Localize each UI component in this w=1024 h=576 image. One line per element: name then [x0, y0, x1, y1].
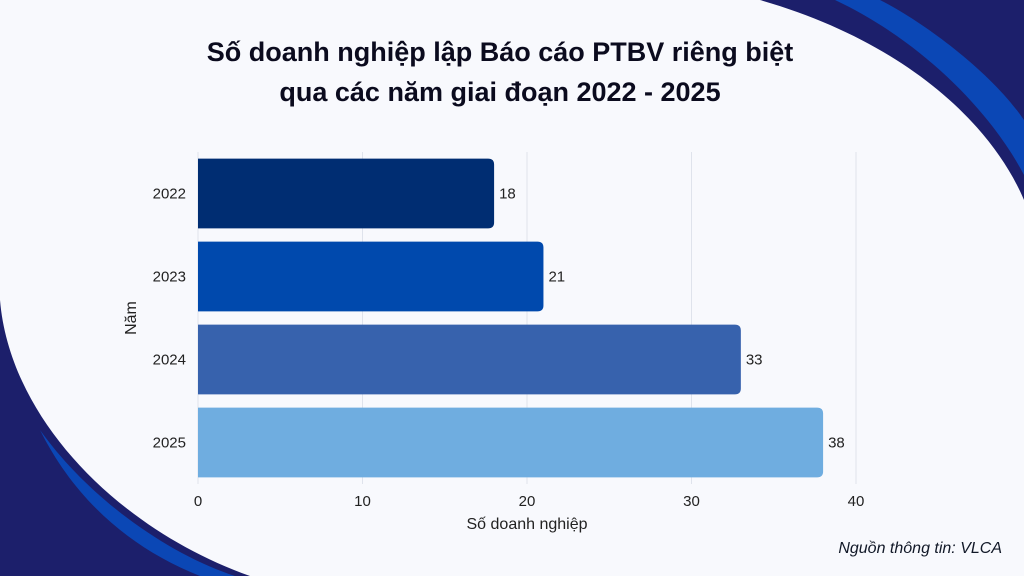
x-tick-label: 40: [848, 493, 865, 510]
bars: [198, 158, 824, 478]
labels: 0 10 20 30 40 2022 18 2023 21 2024 33 2025 38 Số doan…: [123, 186, 864, 534]
data-label: 38: [828, 435, 845, 452]
top-right-blue-swoosh: [835, 0, 1024, 175]
data-label: 18: [499, 186, 516, 203]
x-tick-label: 10: [354, 493, 371, 510]
chart-title-line2: qua các năm giai đoạn 2022 - 2025: [279, 77, 721, 107]
x-axis-title: Số doanh nghiệp: [467, 516, 588, 533]
y-tick-label: 2023: [153, 269, 186, 286]
y-tick-label: 2024: [153, 352, 186, 369]
y-tick-label: 2022: [153, 186, 186, 203]
chart-title: Số doanh nghiệp lập Báo cáo PTBV riêng b…: [0, 32, 1000, 112]
y-axis-title: Năm: [123, 301, 140, 335]
x-tick-label: 20: [519, 493, 536, 510]
bar-2022: [198, 158, 495, 229]
y-tick-label: 2025: [153, 435, 186, 452]
chart-title-line1: Số doanh nghiệp lập Báo cáo PTBV riêng b…: [206, 37, 794, 67]
bar-2023: [198, 241, 544, 312]
x-tick-label: 0: [194, 493, 202, 510]
x-tick-label: 30: [683, 493, 700, 510]
data-label: 33: [746, 352, 763, 369]
bar-2025: [198, 407, 824, 478]
source-note: Nguồn thông tin: VLCA: [838, 540, 1002, 557]
data-label: 21: [548, 269, 565, 286]
bar-2024: [198, 324, 741, 395]
bottom-left-dark-swoosh: [0, 300, 250, 576]
top-right-dark-swoosh: [760, 0, 1024, 200]
